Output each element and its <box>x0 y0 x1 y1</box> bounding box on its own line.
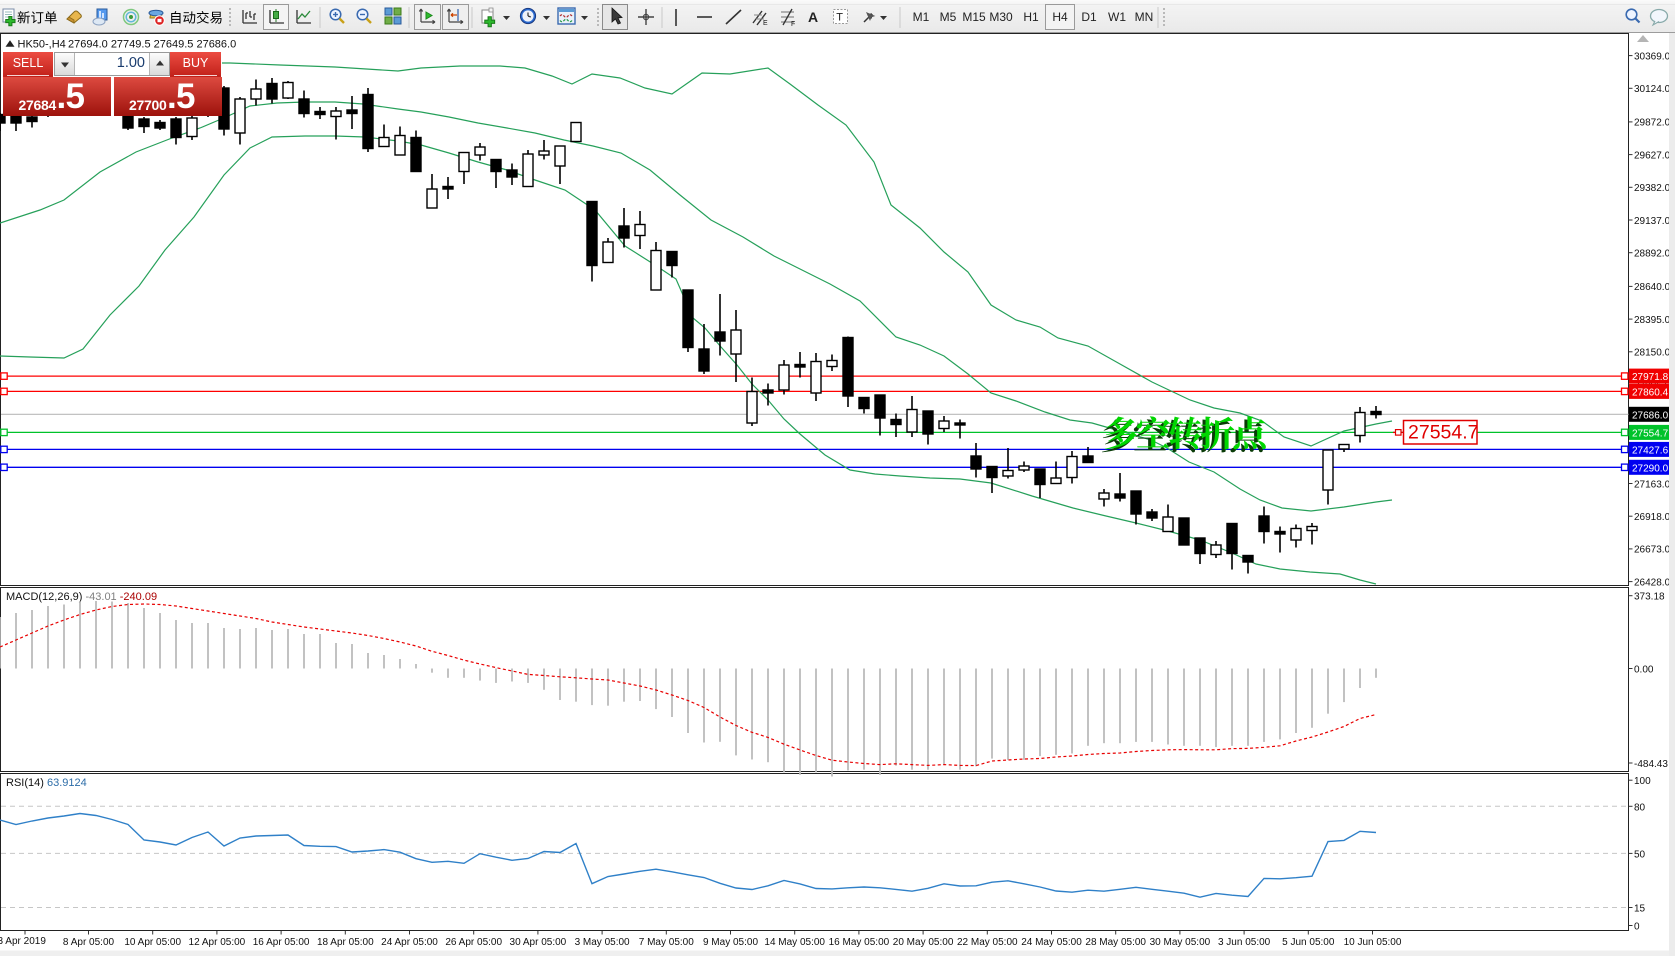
svg-text:28 May 05:00: 28 May 05:00 <box>1085 937 1146 948</box>
svg-text:27971.8: 27971.8 <box>1632 372 1669 383</box>
svg-text:20 May 05:00: 20 May 05:00 <box>893 937 954 948</box>
svg-text:M5: M5 <box>940 10 957 24</box>
svg-text:27694.0 27749.5 27649.5 27686.: 27694.0 27749.5 27649.5 27686.0 <box>68 39 236 51</box>
svg-text:9 May 05:00: 9 May 05:00 <box>703 937 758 948</box>
svg-text:50: 50 <box>1634 849 1646 860</box>
svg-text:8 Apr 05:00: 8 Apr 05:00 <box>63 937 115 948</box>
svg-text:30 Apr 05:00: 30 Apr 05:00 <box>510 937 567 948</box>
svg-text:29627.0: 29627.0 <box>1634 150 1671 161</box>
svg-text:28892.0: 28892.0 <box>1634 249 1671 260</box>
svg-text:10 Apr 05:00: 10 Apr 05:00 <box>124 937 181 948</box>
svg-text:22 May 05:00: 22 May 05:00 <box>957 937 1018 948</box>
svg-text:373.18: 373.18 <box>1634 592 1665 603</box>
svg-text:27427.6: 27427.6 <box>1632 445 1669 456</box>
svg-text:5 Jun 05:00: 5 Jun 05:00 <box>1282 937 1335 948</box>
svg-text:D1: D1 <box>1081 10 1097 24</box>
svg-text:27554.7: 27554.7 <box>1408 422 1479 444</box>
svg-text:0.00: 0.00 <box>1634 665 1654 676</box>
svg-text:30 May 05:00: 30 May 05:00 <box>1150 937 1211 948</box>
svg-text:RSI(14) 63.9124: RSI(14) 63.9124 <box>6 777 87 789</box>
svg-text:100: 100 <box>1634 776 1651 787</box>
svg-text:M1: M1 <box>913 10 930 24</box>
svg-text:80: 80 <box>1634 802 1646 813</box>
svg-text:27860.4: 27860.4 <box>1632 387 1669 398</box>
svg-text:30369.0: 30369.0 <box>1634 51 1671 62</box>
svg-text:MN: MN <box>1135 10 1154 24</box>
svg-text:26 Apr 05:00: 26 Apr 05:00 <box>445 937 502 948</box>
svg-text:27554.7: 27554.7 <box>1632 428 1669 439</box>
svg-text:18 Apr 05:00: 18 Apr 05:00 <box>317 937 374 948</box>
svg-text:29382.0: 29382.0 <box>1634 183 1671 194</box>
svg-text:28395.0: 28395.0 <box>1634 315 1671 326</box>
svg-text:16 May 05:00: 16 May 05:00 <box>829 937 890 948</box>
svg-text:HK50-,H4: HK50-,H4 <box>18 39 66 51</box>
svg-text:M30: M30 <box>989 10 1013 24</box>
svg-text:3 Jun 05:00: 3 Jun 05:00 <box>1218 937 1271 948</box>
svg-text:E: E <box>763 20 768 27</box>
svg-text:12 Apr 05:00: 12 Apr 05:00 <box>189 937 246 948</box>
svg-text:3 Apr 2019: 3 Apr 2019 <box>0 936 46 947</box>
svg-text:15: 15 <box>1634 904 1646 915</box>
svg-text:28150.0: 28150.0 <box>1634 348 1671 359</box>
svg-text:T: T <box>836 12 843 24</box>
svg-text:-484.43: -484.43 <box>1634 759 1668 770</box>
svg-text:3 May 05:00: 3 May 05:00 <box>575 937 630 948</box>
svg-text:29137.0: 29137.0 <box>1634 216 1671 227</box>
svg-text:H4: H4 <box>1052 10 1068 24</box>
svg-text:10 Jun 05:00: 10 Jun 05:00 <box>1344 937 1402 948</box>
svg-text:16 Apr 05:00: 16 Apr 05:00 <box>253 937 310 948</box>
svg-text:27686.0: 27686.0 <box>1632 410 1669 421</box>
svg-text:27290.0: 27290.0 <box>1632 463 1669 474</box>
svg-text:H1: H1 <box>1023 10 1039 24</box>
svg-text:A: A <box>808 9 818 25</box>
svg-text:28640.0: 28640.0 <box>1634 282 1671 293</box>
svg-text:M15: M15 <box>962 10 986 24</box>
svg-text:29872.0: 29872.0 <box>1634 118 1671 129</box>
svg-text:24 Apr 05:00: 24 Apr 05:00 <box>381 937 438 948</box>
svg-text:30124.0: 30124.0 <box>1634 84 1671 95</box>
svg-text:W1: W1 <box>1108 10 1126 24</box>
svg-text:F: F <box>791 21 795 28</box>
svg-text:27163.0: 27163.0 <box>1634 479 1671 490</box>
svg-text:26673.0: 26673.0 <box>1634 545 1671 556</box>
svg-text:0: 0 <box>1634 922 1640 933</box>
svg-text:7 May 05:00: 7 May 05:00 <box>639 937 694 948</box>
svg-text:24 May 05:00: 24 May 05:00 <box>1021 937 1082 948</box>
svg-text:26918.0: 26918.0 <box>1634 512 1671 523</box>
svg-text:26428.0: 26428.0 <box>1634 577 1671 588</box>
svg-text:14 May 05:00: 14 May 05:00 <box>764 937 825 948</box>
svg-text:MACD(12,26,9) -43.01 -240.09: MACD(12,26,9) -43.01 -240.09 <box>6 591 157 603</box>
